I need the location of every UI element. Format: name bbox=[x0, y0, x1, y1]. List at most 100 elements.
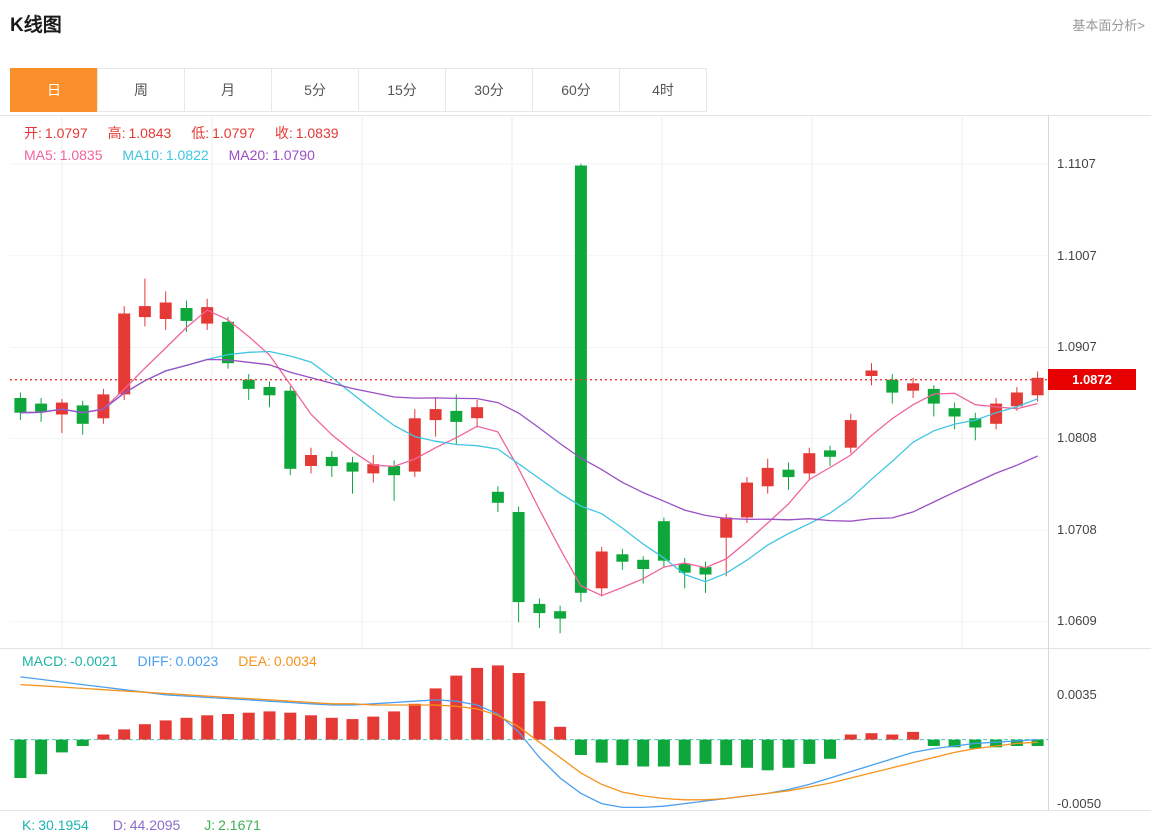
candle[interactable] bbox=[678, 563, 691, 573]
macd-bar[interactable] bbox=[222, 714, 234, 740]
candle[interactable] bbox=[76, 405, 89, 424]
candle[interactable] bbox=[388, 466, 401, 476]
candle[interactable] bbox=[824, 450, 836, 457]
macd-bar[interactable] bbox=[969, 739, 982, 749]
candle[interactable] bbox=[865, 370, 878, 377]
macd-bar[interactable] bbox=[284, 712, 297, 740]
macd-bar[interactable] bbox=[138, 724, 151, 740]
tab-60min[interactable]: 60分 bbox=[532, 68, 620, 112]
macd-bar[interactable] bbox=[35, 739, 48, 775]
candle[interactable] bbox=[346, 462, 359, 472]
candle[interactable] bbox=[990, 403, 1003, 424]
candle[interactable] bbox=[263, 387, 276, 396]
candle[interactable] bbox=[138, 306, 151, 318]
macd-bar[interactable] bbox=[512, 673, 525, 740]
macd-bar[interactable] bbox=[471, 667, 484, 740]
candle[interactable] bbox=[471, 407, 484, 419]
macd-bar[interactable] bbox=[990, 739, 1003, 748]
macd-bar[interactable] bbox=[14, 739, 27, 778]
macd-bar[interactable] bbox=[429, 688, 442, 740]
macd-bar[interactable] bbox=[844, 734, 857, 740]
tab-week[interactable]: 周 bbox=[97, 68, 185, 112]
candle[interactable] bbox=[533, 603, 546, 614]
candle[interactable] bbox=[512, 512, 525, 603]
macd-bar[interactable] bbox=[118, 729, 131, 740]
candle[interactable] bbox=[118, 313, 131, 395]
candle[interactable] bbox=[616, 554, 629, 562]
candle[interactable] bbox=[242, 379, 255, 389]
candle[interactable] bbox=[408, 418, 421, 472]
tab-30min[interactable]: 30分 bbox=[445, 68, 533, 112]
macd-bar[interactable] bbox=[305, 715, 317, 740]
candle[interactable] bbox=[657, 521, 670, 561]
candle[interactable] bbox=[325, 456, 338, 467]
macd-bar[interactable] bbox=[865, 733, 878, 740]
candle[interactable] bbox=[637, 559, 650, 569]
macd-bar[interactable] bbox=[367, 716, 380, 740]
macd-bar[interactable] bbox=[242, 712, 255, 740]
candle[interactable] bbox=[180, 308, 193, 321]
candle[interactable] bbox=[803, 453, 816, 474]
macd-bar[interactable] bbox=[263, 711, 276, 740]
candle[interactable] bbox=[35, 403, 48, 412]
candle[interactable] bbox=[554, 611, 567, 619]
macd-bar[interactable] bbox=[637, 739, 650, 767]
macd-bar[interactable] bbox=[678, 739, 691, 766]
tab-month[interactable]: 月 bbox=[184, 68, 272, 112]
candle[interactable] bbox=[305, 455, 317, 466]
candle[interactable] bbox=[927, 388, 940, 404]
candle[interactable] bbox=[491, 491, 504, 503]
candle[interactable] bbox=[761, 467, 774, 487]
macd-bar[interactable] bbox=[595, 739, 608, 763]
candle[interactable] bbox=[886, 379, 899, 393]
macd-bar[interactable] bbox=[948, 739, 961, 748]
macd-bar[interactable] bbox=[616, 739, 629, 766]
candle[interactable] bbox=[1031, 377, 1044, 396]
macd-bar[interactable] bbox=[824, 739, 836, 759]
fundamental-analysis-link[interactable]: 基本面分析> bbox=[1072, 18, 1145, 33]
candle[interactable] bbox=[284, 390, 297, 469]
candle[interactable] bbox=[14, 398, 27, 413]
macd-bar[interactable] bbox=[657, 739, 670, 767]
macd-bar[interactable] bbox=[927, 739, 940, 746]
candle[interactable] bbox=[222, 321, 234, 364]
candle[interactable] bbox=[595, 551, 608, 589]
macd-bar[interactable] bbox=[699, 739, 712, 764]
candlestick-chart[interactable] bbox=[10, 115, 1048, 648]
macd-bar[interactable] bbox=[574, 739, 587, 755]
macd-chart[interactable] bbox=[10, 650, 1048, 810]
macd-bar[interactable] bbox=[388, 711, 401, 740]
candle[interactable] bbox=[741, 482, 753, 518]
macd-bar[interactable] bbox=[159, 720, 172, 740]
candle[interactable] bbox=[159, 302, 172, 320]
macd-bar[interactable] bbox=[803, 739, 816, 764]
candle[interactable] bbox=[844, 420, 857, 448]
macd-bar[interactable] bbox=[450, 675, 463, 740]
tab-day[interactable]: 日 bbox=[10, 68, 98, 112]
macd-bar[interactable] bbox=[761, 739, 774, 771]
macd-bar[interactable] bbox=[886, 734, 899, 740]
candle[interactable] bbox=[782, 469, 795, 478]
macd-bar[interactable] bbox=[201, 715, 214, 740]
candle[interactable] bbox=[429, 409, 442, 421]
macd-bar[interactable] bbox=[782, 739, 795, 768]
macd-bar[interactable] bbox=[325, 717, 338, 740]
macd-bar[interactable] bbox=[907, 731, 920, 740]
candle[interactable] bbox=[450, 410, 463, 422]
macd-bar[interactable] bbox=[97, 734, 110, 740]
macd-bar[interactable] bbox=[554, 726, 567, 740]
candle[interactable] bbox=[367, 464, 380, 474]
macd-bar[interactable] bbox=[55, 739, 68, 753]
macd-bar[interactable] bbox=[491, 665, 504, 740]
macd-bar[interactable] bbox=[408, 703, 421, 740]
macd-bar[interactable] bbox=[76, 739, 89, 746]
tab-5min[interactable]: 5分 bbox=[271, 68, 359, 112]
candle[interactable] bbox=[1010, 392, 1023, 407]
macd-bar[interactable] bbox=[533, 701, 546, 740]
macd-bar[interactable] bbox=[720, 739, 733, 766]
macd-bar[interactable] bbox=[180, 717, 193, 740]
candle[interactable] bbox=[948, 408, 961, 417]
candle[interactable] bbox=[720, 517, 733, 538]
candle[interactable] bbox=[907, 383, 920, 391]
candle[interactable] bbox=[969, 418, 982, 428]
